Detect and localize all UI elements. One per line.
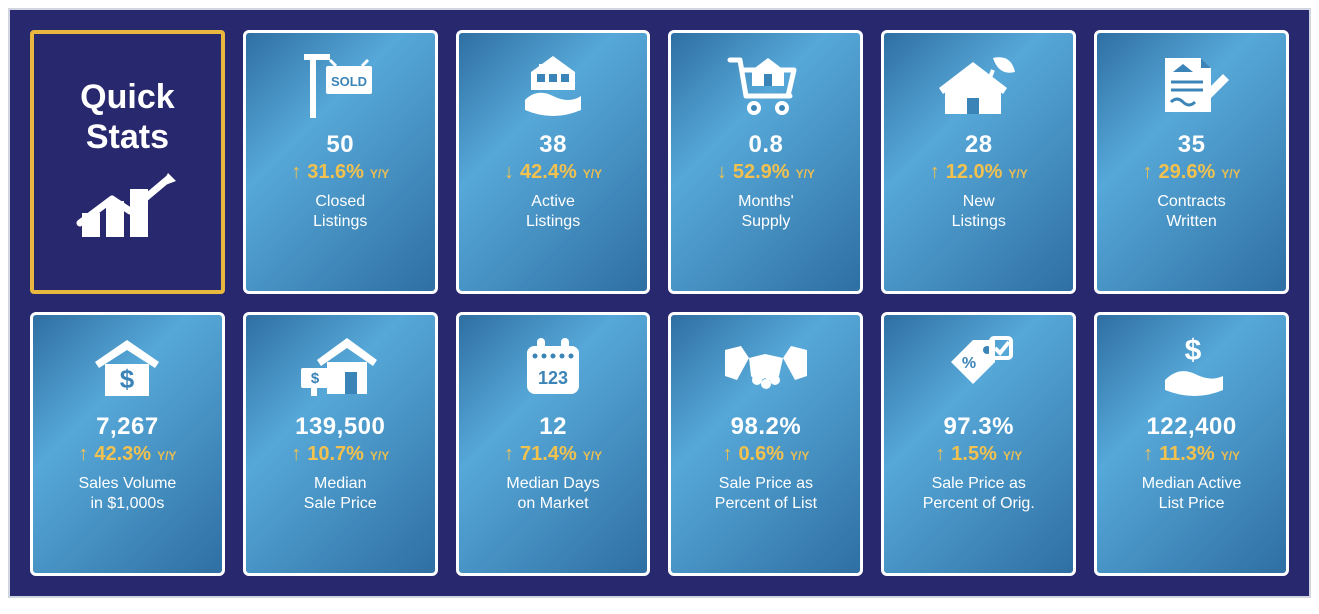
stat-value: 50 — [326, 131, 354, 159]
stat-value: 139,500 — [295, 413, 385, 441]
stat-delta: ↓ 42.4% Y/Y — [504, 161, 602, 184]
percent-tag-icon: % — [939, 329, 1019, 407]
stat-delta: ↑ 0.6% Y/Y — [722, 443, 809, 466]
stat-delta: ↑ 29.6% Y/Y — [1143, 161, 1241, 184]
house-hold-icon — [513, 47, 593, 125]
stat-card-new-listings: 28 ↑ 12.0% Y/Y New Listings — [881, 30, 1076, 294]
stat-value: 97.3% — [943, 413, 1014, 441]
stat-label: Active Listings — [526, 192, 580, 232]
stat-value: 98.2% — [731, 413, 802, 441]
svg-text:%: % — [962, 355, 976, 372]
stat-card-closed-listings: SOLD 50 ↑ 31.6% Y/Y Closed Listings — [243, 30, 438, 294]
arrow-up-icon: ↑ — [291, 162, 301, 182]
quick-stats-board: Quick Stats — [8, 8, 1311, 598]
arrow-up-icon: ↑ — [1143, 444, 1153, 464]
stat-card-sales-volume: $ 7,267 ↑ 42.3% Y/Y Sales Volume in $1,0… — [30, 312, 225, 576]
quick-stats-title: Quick Stats — [80, 78, 174, 156]
stat-card-active-listings: 38 ↓ 42.4% Y/Y Active Listings — [456, 30, 651, 294]
stat-value: 0.8 — [748, 131, 783, 159]
stat-card-contracts-written: 35 ↑ 29.6% Y/Y Contracts Written — [1094, 30, 1289, 294]
stat-delta: ↑ 42.3% Y/Y — [78, 443, 176, 466]
stat-label: Sale Price as Percent of Orig. — [923, 474, 1035, 514]
arrow-down-icon: ↓ — [717, 162, 727, 182]
stat-delta: ↓ 52.9% Y/Y — [717, 161, 815, 184]
svg-text:SOLD: SOLD — [331, 74, 367, 89]
stat-value: 7,267 — [96, 413, 159, 441]
stat-value: 122,400 — [1146, 413, 1236, 441]
house-dollar-icon: $ — [87, 329, 167, 407]
arrow-up-icon: ↑ — [1143, 162, 1153, 182]
svg-text:$: $ — [120, 364, 135, 394]
stat-label: Median Sale Price — [304, 474, 377, 514]
stat-label: Median Active List Price — [1142, 474, 1242, 514]
stat-delta: ↑ 10.7% Y/Y — [291, 443, 389, 466]
arrow-up-icon: ↑ — [504, 444, 514, 464]
house-leaf-icon — [937, 47, 1021, 125]
arrow-up-icon: ↑ — [78, 444, 88, 464]
calendar-icon: 123 — [517, 329, 589, 407]
svg-text:$: $ — [311, 370, 320, 387]
stat-label: Months' Supply — [738, 192, 794, 232]
stat-delta: ↑ 31.6% Y/Y — [291, 161, 389, 184]
stat-delta: ↑ 71.4% Y/Y — [504, 443, 602, 466]
quick-stats-title-tile: Quick Stats — [30, 30, 225, 294]
house-price-icon: $ — [297, 329, 383, 407]
contract-icon — [1153, 47, 1231, 125]
arrow-up-icon: ↑ — [722, 444, 732, 464]
arrow-up-icon: ↑ — [930, 162, 940, 182]
stat-value: 12 — [539, 413, 567, 441]
svg-text:123: 123 — [538, 368, 568, 388]
dollar-hand-icon: $ — [1153, 329, 1231, 407]
stat-card-pct-list: 98.2% ↑ 0.6% Y/Y Sale Price as Percent o… — [668, 312, 863, 576]
handshake-icon — [721, 329, 811, 407]
stat-value: 35 — [1178, 131, 1206, 159]
stat-value: 38 — [539, 131, 567, 159]
stat-card-median-active-list: $ 122,400 ↑ 11.3% Y/Y Median Active List… — [1094, 312, 1289, 576]
stat-label: Closed Listings — [313, 192, 367, 232]
stat-label: Sales Volume in $1,000s — [78, 474, 176, 514]
arrow-up-icon: ↑ — [935, 444, 945, 464]
stat-delta: ↑ 12.0% Y/Y — [930, 161, 1028, 184]
house-cart-icon — [724, 47, 808, 125]
stat-label: Median Days on Market — [506, 474, 599, 514]
arrow-down-icon: ↓ — [504, 162, 514, 182]
stat-card-pct-orig: % 97.3% ↑ 1.5% Y/Y Sale Price as Percent… — [881, 312, 1076, 576]
stat-delta: ↑ 1.5% Y/Y — [935, 443, 1022, 466]
stat-card-months-supply: 0.8 ↓ 52.9% Y/Y Months' Supply — [668, 30, 863, 294]
stat-label: Contracts Written — [1157, 192, 1225, 232]
stat-label: Sale Price as Percent of List — [715, 474, 817, 514]
arrow-up-icon: ↑ — [291, 444, 301, 464]
stat-value: 28 — [965, 131, 993, 159]
stat-label: New Listings — [952, 192, 1006, 232]
svg-text:$: $ — [1184, 334, 1201, 367]
stat-card-median-sale-price: $ 139,500 ↑ 10.7% Y/Y Median Sale Price — [243, 312, 438, 576]
stat-delta: ↑ 11.3% Y/Y — [1143, 443, 1240, 466]
chart-arrow-icon — [72, 171, 182, 246]
stat-card-median-days: 123 12 ↑ 71.4% Y/Y Median Days on Market — [456, 312, 651, 576]
sold-sign-icon: SOLD — [300, 47, 380, 125]
